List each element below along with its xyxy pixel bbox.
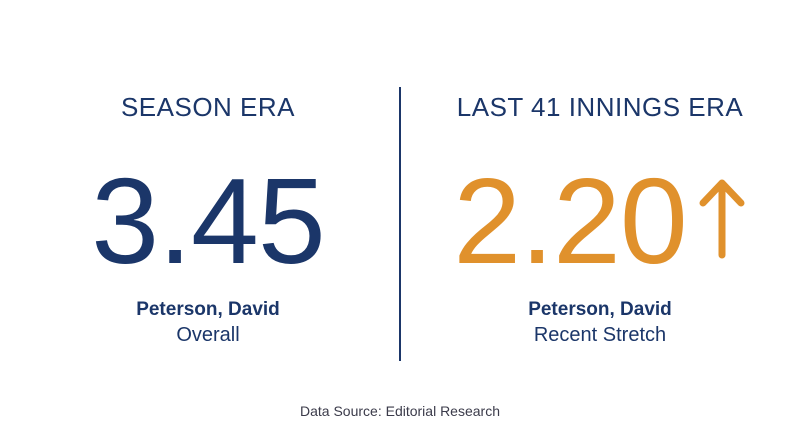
recent-label: Recent Stretch xyxy=(533,324,667,346)
data-source: Data Source: Editorial Research xyxy=(300,403,500,419)
season-label: Overall xyxy=(176,324,240,346)
recent-player-name: Peterson, David xyxy=(528,299,672,320)
season-era-heading: SEASON ERA xyxy=(120,92,296,122)
recent-era-heading: LAST 41 INNINGS ERA xyxy=(456,92,744,122)
season-era-value: 3.45 xyxy=(91,153,325,289)
season-player-name: Peterson, David xyxy=(136,299,280,320)
panel-divider xyxy=(399,87,401,361)
recent-era-value-row: 2.20 xyxy=(400,146,800,296)
recent-era-value: 2.20 xyxy=(453,153,687,289)
arrow-up-icon xyxy=(699,179,745,259)
